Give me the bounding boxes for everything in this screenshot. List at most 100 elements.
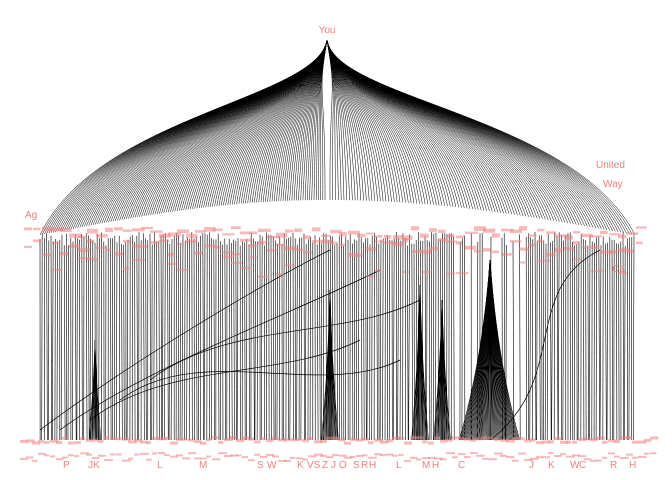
edge-line [202, 233, 204, 441]
edge-line [430, 232, 432, 441]
edge-line [153, 232, 155, 441]
edge-line [365, 238, 367, 441]
node-label-cluster [294, 248, 304, 251]
node-label-cluster [618, 248, 629, 253]
edge-line [550, 242, 552, 441]
node-label-cluster [627, 249, 634, 254]
node-label-cluster [348, 230, 360, 235]
node-label-cluster [159, 239, 170, 243]
edge-line [376, 236, 378, 441]
node-label-cluster [572, 454, 581, 457]
node-label-cluster [560, 440, 569, 444]
edge-line [118, 235, 121, 441]
node-label-cluster [566, 455, 575, 458]
node-label-cluster [536, 441, 544, 445]
node-label-cluster [411, 250, 422, 253]
node-label-cluster [366, 232, 374, 235]
edge-line [231, 243, 233, 441]
edge-line [298, 237, 300, 441]
node-label-cluster [278, 438, 287, 442]
node-label-cluster [494, 452, 503, 455]
edge-line [67, 245, 69, 441]
node-label-cluster [177, 242, 184, 245]
edge-line [191, 232, 193, 441]
node-label-cluster [474, 226, 487, 231]
node-label-cluster [573, 231, 581, 234]
edge-line [366, 238, 369, 441]
node-label-cluster [56, 440, 63, 444]
node-label-cluster [177, 229, 190, 234]
edge-line [60, 234, 63, 441]
node-label-cluster [24, 245, 33, 249]
edge-line [388, 239, 391, 441]
node-label-cluster [308, 455, 317, 458]
node-label-cluster [290, 438, 297, 442]
edge-line [628, 237, 630, 441]
edge-line [98, 238, 100, 441]
node-label-cluster [267, 235, 280, 239]
node-label-cluster [122, 459, 131, 462]
node-label-cluster [483, 248, 491, 252]
node-label-cluster [356, 454, 364, 457]
node-label-cluster [519, 226, 528, 231]
edge-line [88, 235, 90, 441]
edge-line [164, 233, 166, 441]
edge-line [326, 39, 555, 221]
node-label-cluster [249, 243, 257, 248]
edge-line [544, 243, 547, 441]
node-label-cluster [402, 271, 409, 274]
edge-line [115, 242, 118, 441]
node-label-cluster [320, 439, 327, 443]
node-label-cluster [222, 251, 234, 254]
edge-line [217, 233, 220, 441]
node-label-cluster [26, 439, 35, 443]
node-label-cluster [393, 242, 403, 247]
node-label-cluster [123, 229, 132, 232]
edge-line [289, 236, 292, 441]
node-label-cluster [440, 458, 447, 461]
node-label-cluster [224, 455, 233, 458]
node-label-cluster [573, 240, 580, 245]
node-label-cluster [488, 458, 497, 461]
node-label-cluster [510, 240, 522, 243]
node-label-cluster [440, 439, 447, 443]
node-label-cluster [24, 227, 33, 231]
node-label-cluster [464, 456, 471, 459]
node-label-cluster [50, 455, 56, 458]
edge-line [322, 233, 325, 441]
edge-line [562, 240, 564, 441]
node-label-cluster [614, 440, 621, 444]
node-label-cluster [482, 436, 488, 440]
node-label-cluster [104, 436, 110, 440]
node-label-cluster [609, 250, 618, 254]
node-label-cluster [420, 270, 432, 273]
node-label-cluster [537, 259, 550, 262]
node-label-cluster [506, 439, 515, 443]
edge-line [85, 233, 88, 441]
edge-line [113, 235, 116, 441]
node-label-cluster [404, 441, 412, 445]
edge-line [94, 339, 101, 441]
node-label-cluster [618, 272, 627, 275]
edge-line [41, 233, 43, 441]
edge-line [393, 238, 395, 441]
edge-line [363, 242, 365, 441]
node-label-cluster [74, 455, 80, 458]
node-label-cluster [398, 453, 404, 456]
edge-line [132, 39, 328, 218]
edge-line [276, 243, 278, 441]
node-label-cluster [446, 438, 453, 442]
node-label-cluster [560, 453, 566, 456]
edge-line [577, 241, 580, 441]
edge-line [74, 234, 77, 441]
node-label-cluster [258, 240, 267, 245]
node-label-cluster [501, 252, 512, 256]
node-label-cluster [530, 438, 536, 442]
edge-line [161, 234, 164, 441]
initial-label: J [331, 460, 336, 471]
initial-label: R [610, 460, 617, 471]
node-label-cluster [596, 436, 605, 440]
initial-label: H [369, 460, 376, 471]
node-label-cluster [422, 440, 428, 444]
node-label-cluster [546, 252, 556, 257]
